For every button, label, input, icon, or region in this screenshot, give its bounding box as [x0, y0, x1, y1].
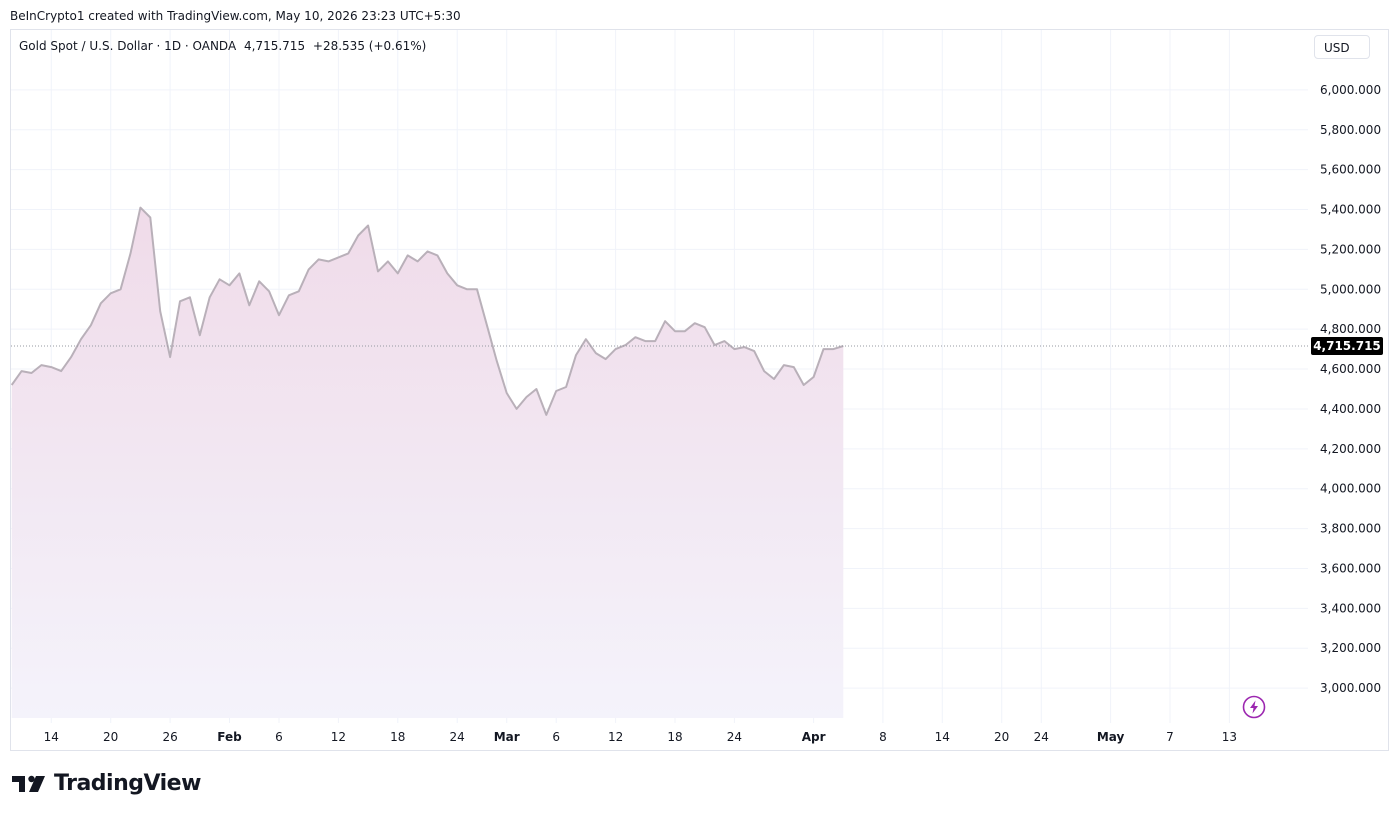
- x-tick-label: 8: [879, 730, 887, 744]
- x-tick-label: 7: [1166, 730, 1174, 744]
- x-tick-label: 18: [390, 730, 405, 744]
- x-tick-label: 24: [450, 730, 465, 744]
- x-tick-label: 14: [935, 730, 950, 744]
- y-tick-label: 5,400.000: [1320, 203, 1381, 217]
- y-tick-label: 5,600.000: [1320, 163, 1381, 177]
- y-tick-label: 4,600.000: [1320, 362, 1381, 376]
- x-tick-label: 12: [608, 730, 623, 744]
- y-tick-label: 5,800.000: [1320, 123, 1381, 137]
- x-tick-label: 26: [162, 730, 177, 744]
- x-tick-label: Apr: [802, 730, 826, 744]
- y-tick-label: 5,200.000: [1320, 242, 1381, 256]
- x-tick-label: 6: [552, 730, 560, 744]
- x-tick-label: May: [1097, 730, 1125, 744]
- x-tick-label: 24: [727, 730, 742, 744]
- currency-button[interactable]: USD: [1314, 35, 1370, 59]
- y-tick-label: 5,000.000: [1320, 282, 1381, 296]
- chart-frame: [10, 29, 1389, 751]
- y-tick-label: 3,600.000: [1320, 561, 1381, 575]
- y-tick-label: 4,200.000: [1320, 442, 1381, 456]
- x-tick-label: 20: [994, 730, 1009, 744]
- x-tick-label: 12: [331, 730, 346, 744]
- symbol-legend: Gold Spot / U.S. Dollar · 1D · OANDA 4,7…: [19, 39, 430, 53]
- price-line: [10, 206, 844, 416]
- y-axis[interactable]: 6,000.000 5,800.000 5,600.000 5,400.000 5,20…: [1320, 83, 1381, 695]
- last-price-value: 4,715.715: [244, 39, 306, 53]
- y-tick-label: 3,800.000: [1320, 522, 1381, 536]
- x-tick-label: Feb: [217, 730, 242, 744]
- last-price-label: 4,715.715: [1313, 339, 1381, 353]
- y-tick-label: 3,000.000: [1320, 681, 1381, 695]
- lightning-icon[interactable]: [1242, 695, 1266, 719]
- x-tick-label: 14: [44, 730, 59, 744]
- x-tick-label: 20: [103, 730, 118, 744]
- x-tick-label: 6: [275, 730, 283, 744]
- y-tick-label: 4,800.000: [1320, 322, 1381, 336]
- tradingview-logo-icon: [12, 775, 45, 792]
- chart-attribution: BeInCrypto1 created with TradingView.com…: [10, 9, 461, 23]
- symbol-name: Gold Spot / U.S. Dollar · 1D · OANDA: [19, 39, 237, 53]
- x-tick-label: Mar: [494, 730, 520, 744]
- x-tick-label: 24: [1034, 730, 1049, 744]
- y-tick-label: 3,200.000: [1320, 641, 1381, 655]
- y-tick-label: 4,000.000: [1320, 482, 1381, 496]
- tradingview-logo[interactable]: TradingView: [12, 771, 201, 796]
- x-tick-label: 13: [1222, 730, 1237, 744]
- y-tick-label: 6,000.000: [1320, 83, 1381, 97]
- price-area-fill: [11, 207, 844, 718]
- x-axis[interactable]: 14 20 26 Feb 6 12 18 24 Mar 6 12 18 24 Apr 8 14 20 24 May 7…: [44, 730, 1237, 744]
- tradingview-brand: TradingView: [54, 771, 201, 796]
- y-tick-label: 4,400.000: [1320, 402, 1381, 416]
- last-price-tag: 4,715.715: [1311, 336, 1383, 355]
- price-change: +28.535 (+0.61%): [312, 39, 427, 53]
- y-tick-label: 3,400.000: [1320, 601, 1381, 615]
- x-tick-label: 18: [667, 730, 682, 744]
